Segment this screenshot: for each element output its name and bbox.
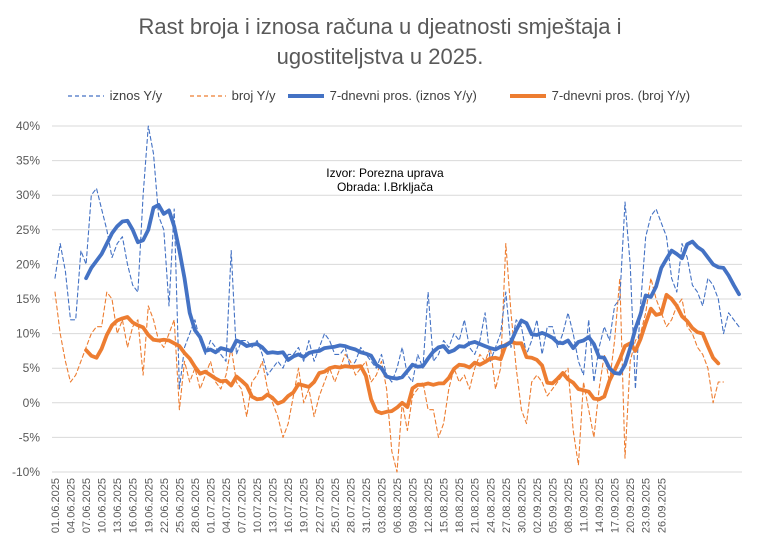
x-tick-label: 04.07.2025 [221, 478, 233, 533]
x-tick-label: 28.06.2025 [190, 478, 202, 533]
legend-swatch-avg-iznos [288, 93, 324, 98]
x-tick-label: 06.08.2025 [392, 478, 404, 533]
legend-item-avg-iznos: 7-dnevni pros. (iznos Y/y) [286, 87, 477, 103]
x-tick-label: 23.09.2025 [641, 478, 653, 533]
processing-line: Obrada: I.Brkljača [336, 180, 434, 194]
y-tick-label: -5% [19, 430, 41, 444]
y-tick-label: 25% [16, 223, 40, 237]
x-tick-label: 13.07.2025 [268, 478, 280, 533]
x-tick-label: 01.06.2025 [50, 478, 62, 533]
x-tick-label: 19.06.2025 [143, 478, 155, 533]
x-tick-label: 07.07.2025 [237, 478, 249, 533]
y-tick-label: 30% [16, 188, 40, 202]
x-tick-label: 20.09.2025 [625, 478, 637, 533]
x-tick-label: 17.09.2025 [610, 478, 622, 533]
y-tick-label: 40% [16, 119, 40, 133]
legend-label-avg-iznos: 7-dnevni pros. (iznos Y/y) [329, 88, 477, 104]
x-tick-label: 12.08.2025 [423, 478, 435, 533]
y-tick-label: 0% [23, 396, 41, 410]
x-tick-label: 16.06.2025 [128, 478, 140, 533]
x-tick-label: 25.07.2025 [330, 478, 342, 533]
x-tick-label: 18.08.2025 [454, 478, 466, 533]
x-tick-label: 10.06.2025 [97, 478, 109, 533]
legend-label-iznos: iznos Y/y [109, 88, 163, 104]
y-tick-label: 5% [23, 361, 41, 375]
legend-item-avg-broj: 7-dnevni pros. (broj Y/y) [508, 87, 690, 103]
x-tick-label: 03.08.2025 [376, 478, 388, 533]
x-tick-label: 10.07.2025 [252, 478, 264, 533]
x-tick-label: 27.08.2025 [501, 478, 513, 533]
series-line-avg-iznos-yy [84, 203, 741, 381]
x-tick-label: 05.09.2025 [547, 478, 559, 533]
x-tick-label: 01.07.2025 [205, 478, 217, 533]
chart-title: Rast broja i iznosa računa u djeatnosti … [60, 12, 700, 72]
x-tick-label: 02.09.2025 [532, 478, 544, 533]
x-tick-label: 16.07.2025 [283, 478, 295, 533]
x-tick-label: 07.06.2025 [81, 478, 93, 533]
chart-title-line-1: Rast broja i iznosa računa u djeatnosti … [138, 14, 622, 39]
legend-label-broj: broj Y/y [231, 88, 276, 104]
x-tick-label: 25.06.2025 [174, 478, 186, 533]
x-tick-label: 19.07.2025 [299, 478, 311, 533]
x-tick-label: 11.09.2025 [579, 478, 591, 532]
x-tick-label: 14.09.2025 [594, 478, 606, 533]
x-tick-label: 28.07.2025 [345, 478, 357, 533]
x-tick-label: 24.08.2025 [485, 478, 497, 533]
source-annotation: Izvor: Porezna uprava Obrada: I.Brkljača [300, 166, 470, 194]
legend-swatch-broj [190, 94, 226, 97]
legend-swatch-avg-broj [510, 93, 546, 98]
x-tick-label: 09.08.2025 [408, 478, 420, 533]
legend-swatch-iznos [68, 94, 104, 97]
x-tick-label: 26.09.2025 [656, 478, 668, 533]
x-tick-label: 04.06.2025 [66, 478, 78, 533]
y-tick-label: 10% [16, 327, 40, 341]
x-tick-label: 13.06.2025 [112, 478, 124, 533]
x-tick-label: 15.08.2025 [439, 478, 451, 533]
x-tick-label: 22.06.2025 [159, 478, 171, 533]
y-tick-label: 35% [16, 154, 40, 168]
legend-item-broj: broj Y/y [188, 87, 275, 103]
y-tick-label: -10% [12, 465, 40, 479]
legend-item-iznos: iznos Y/y [66, 87, 162, 103]
x-tick-label: 31.07.2025 [361, 478, 373, 533]
x-tick-label: 22.07.2025 [314, 478, 326, 533]
x-tick-label: 08.09.2025 [563, 478, 575, 533]
x-tick-label: 30.08.2025 [516, 478, 528, 533]
y-tick-label: 20% [16, 257, 40, 271]
source-line: Izvor: Porezna uprava [326, 166, 444, 180]
y-tick-label: 15% [16, 292, 40, 306]
x-tick-label: 21.08.2025 [470, 478, 482, 533]
chart-title-line-2: ugostiteljstva u 2025. [276, 44, 484, 69]
legend-label-avg-broj: 7-dnevni pros. (broj Y/y) [551, 88, 691, 104]
series-line-iznos-yy [54, 125, 740, 390]
